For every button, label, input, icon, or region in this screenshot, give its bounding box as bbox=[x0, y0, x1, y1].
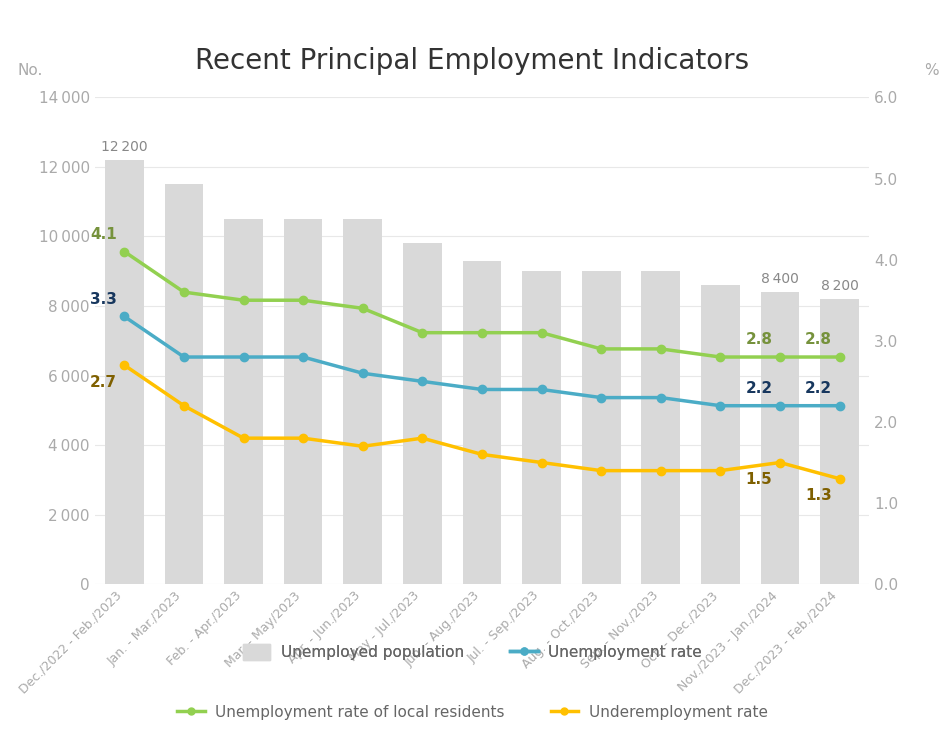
Text: 2.2: 2.2 bbox=[804, 381, 832, 396]
Bar bbox=[522, 271, 561, 584]
Bar bbox=[819, 299, 858, 584]
Bar bbox=[283, 219, 322, 584]
Text: 4.1: 4.1 bbox=[90, 227, 117, 242]
Text: Recent Principal Employment Indicators: Recent Principal Employment Indicators bbox=[195, 47, 749, 75]
Text: 2.7: 2.7 bbox=[90, 374, 117, 390]
Bar bbox=[164, 184, 203, 584]
Bar bbox=[641, 271, 680, 584]
Bar bbox=[700, 285, 739, 584]
Bar bbox=[463, 261, 500, 584]
Text: %: % bbox=[923, 63, 938, 78]
Text: 8 400: 8 400 bbox=[760, 272, 798, 286]
Bar bbox=[582, 271, 620, 584]
Text: 1.5: 1.5 bbox=[745, 472, 771, 488]
Bar bbox=[343, 219, 381, 584]
Text: 3.3: 3.3 bbox=[90, 291, 117, 307]
Bar bbox=[402, 243, 441, 584]
Text: 1.3: 1.3 bbox=[804, 488, 832, 503]
Legend: Unemployed population, Unemployment rate: Unemployed population, Unemployment rate bbox=[237, 638, 707, 667]
Text: 2.2: 2.2 bbox=[745, 381, 772, 396]
Legend: Unemployment rate of local residents, Underemployment rate: Unemployment rate of local residents, Un… bbox=[171, 698, 773, 727]
Text: No.: No. bbox=[17, 63, 42, 78]
Text: 2.8: 2.8 bbox=[804, 333, 832, 348]
Text: 8 200: 8 200 bbox=[819, 279, 858, 293]
Text: 2.8: 2.8 bbox=[745, 333, 772, 348]
Bar bbox=[224, 219, 262, 584]
Bar bbox=[105, 160, 143, 584]
Text: 12 200: 12 200 bbox=[101, 140, 147, 154]
Bar bbox=[760, 292, 799, 584]
